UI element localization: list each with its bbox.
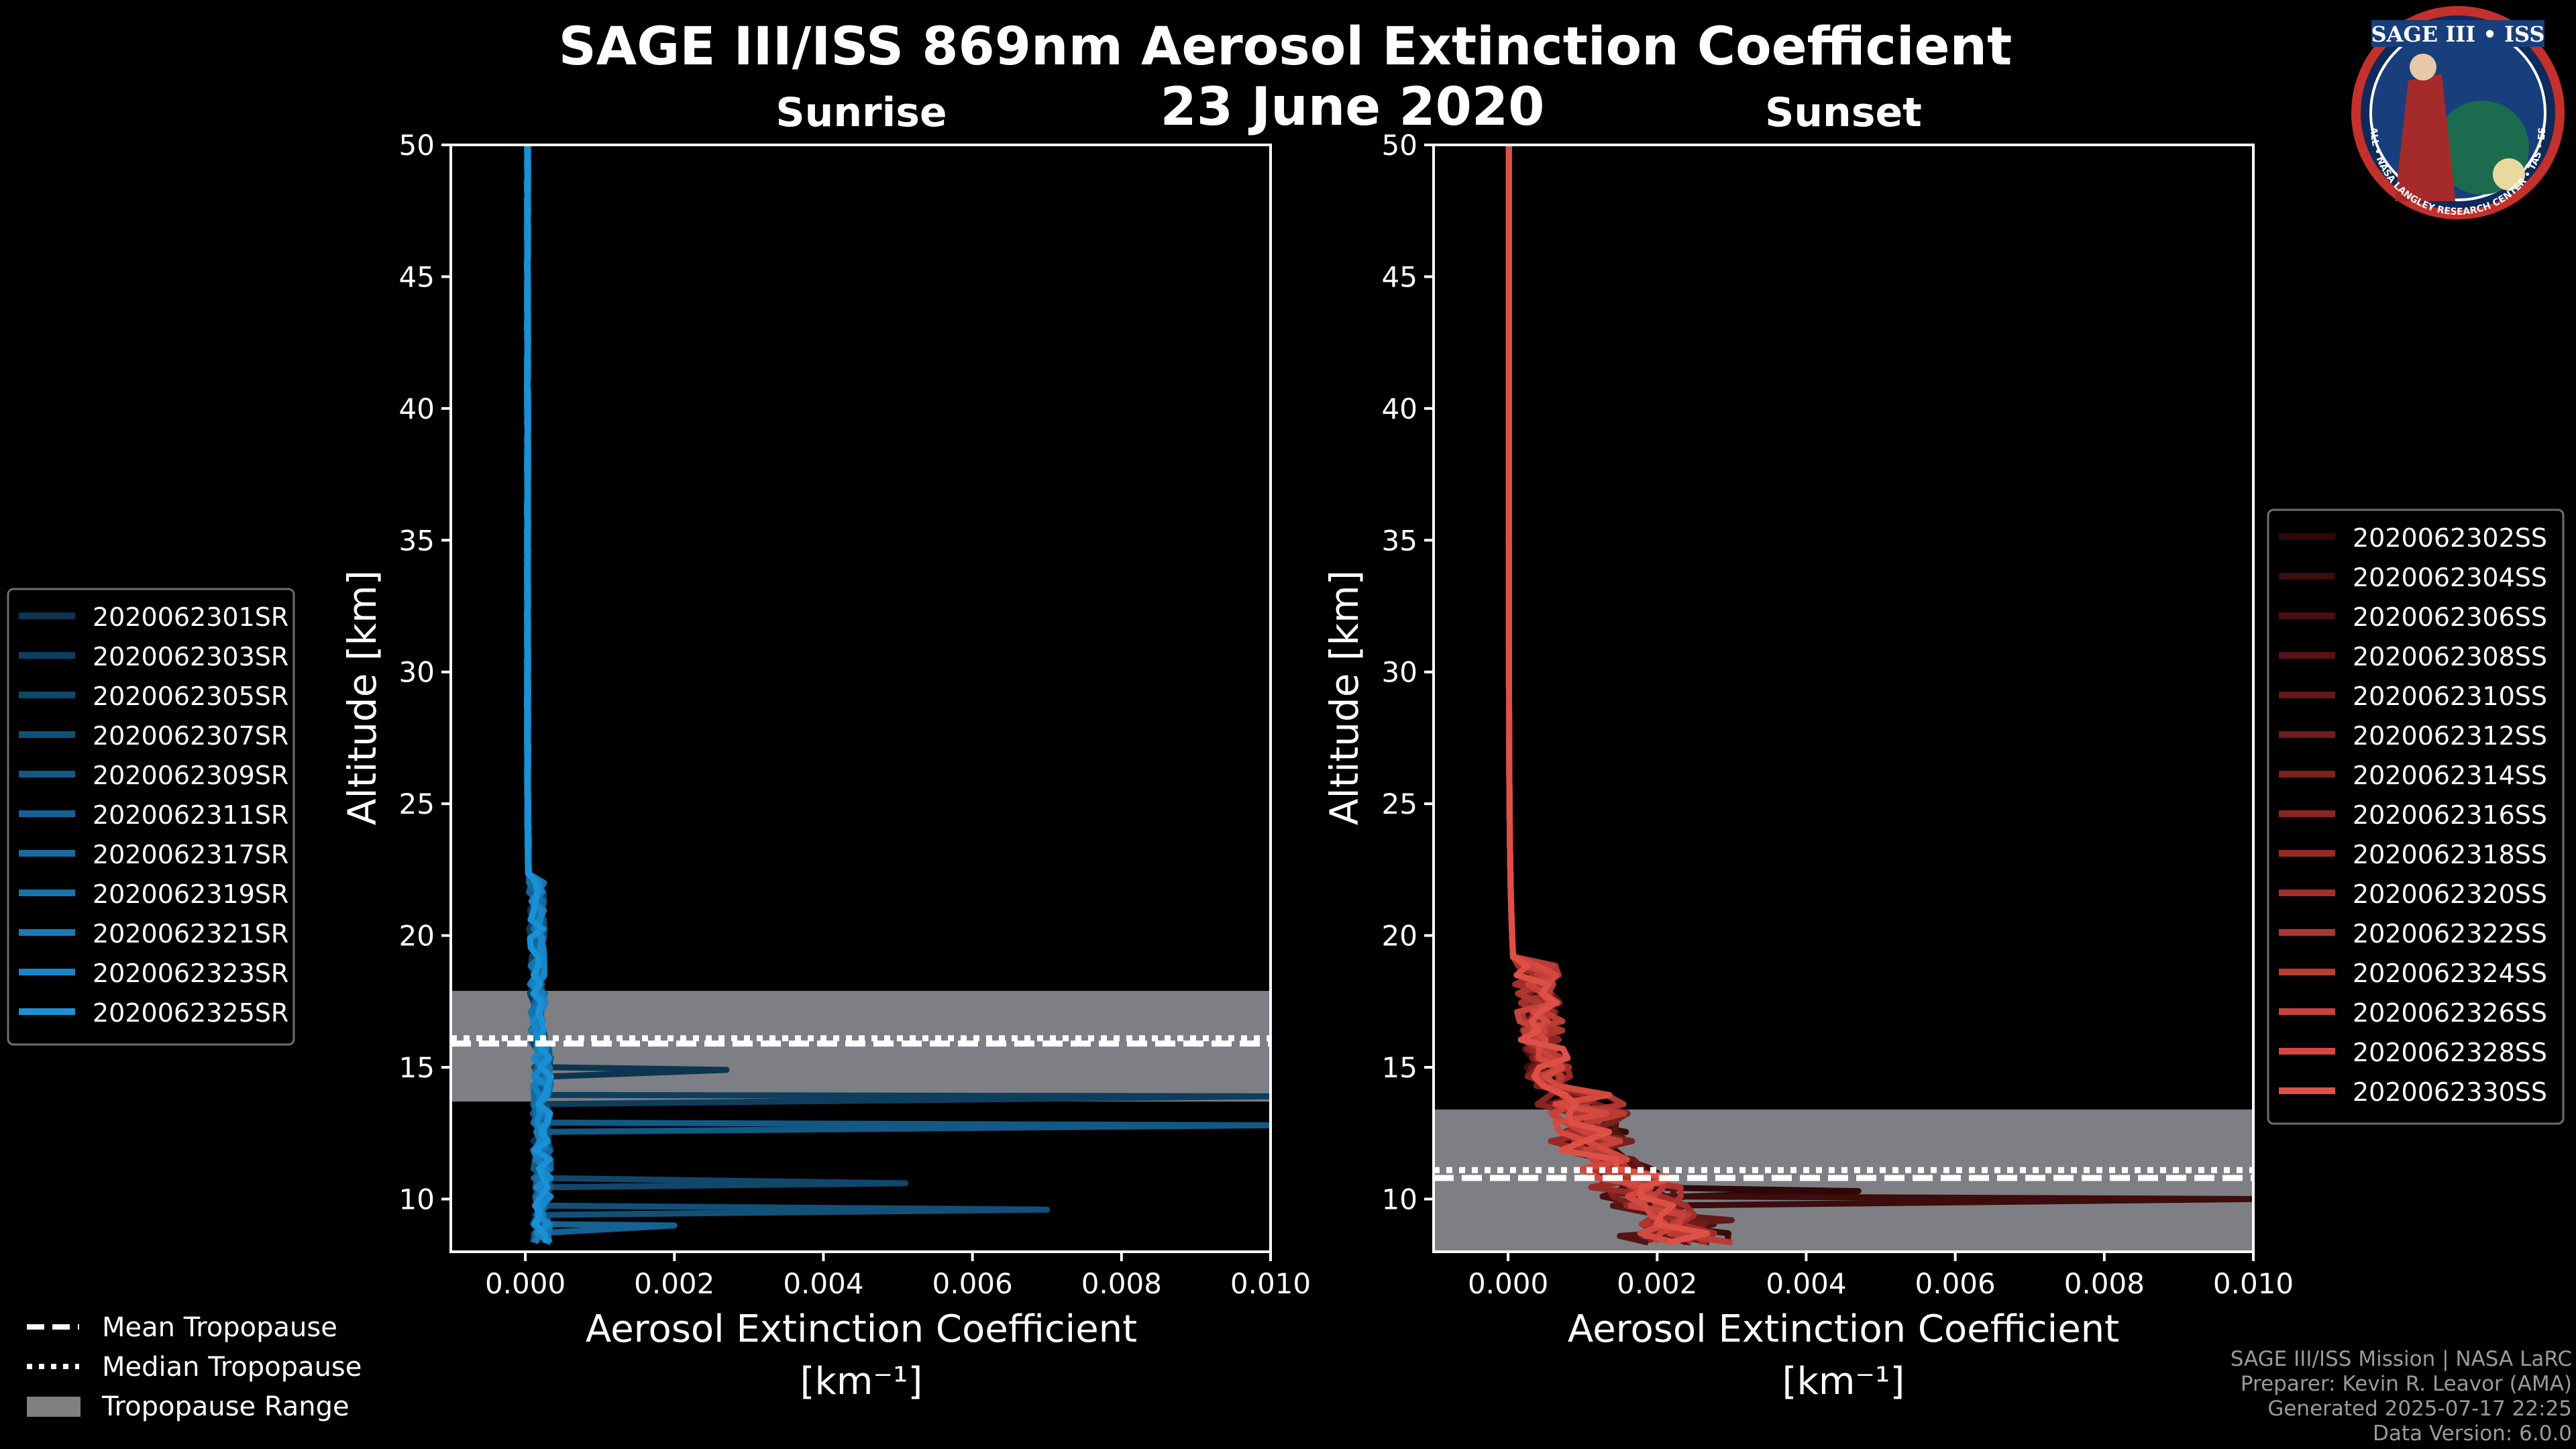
x-tick-label: 0.008 (1081, 1267, 1162, 1300)
y-tick-label: 30 (399, 656, 435, 689)
y-tick-label: 25 (1382, 788, 1417, 820)
legend-label: 2020062308SS (2353, 642, 2547, 672)
logo-text: SAGE III • ISS (2371, 21, 2545, 47)
legend-label: 2020062324SS (2353, 959, 2547, 988)
legend-label: 2020062305SR (93, 682, 288, 711)
credit-line-2: Preparer: Kevin R. Leavor (AMA) (2241, 1372, 2572, 1396)
y-tick-label: 40 (399, 392, 435, 425)
sunset-xlabel-units: [km⁻¹] (1782, 1360, 1905, 1403)
sunrise-panel: Sunrise Altitude [km] Aerosol Extinction… (339, 89, 1311, 1403)
legend-label: 2020062312SS (2353, 721, 2547, 751)
x-tick-label: 0.006 (932, 1267, 1013, 1300)
y-tick-label: 45 (399, 260, 435, 293)
y-tick-label: 20 (1382, 920, 1417, 953)
legend-label: 2020062314SS (2353, 761, 2547, 790)
profile-line-2020062330SS (1505, 145, 1711, 1246)
y-tick-label: 35 (399, 524, 435, 557)
legend-label: 2020062318SS (2353, 840, 2547, 869)
x-tick-label: 0.010 (2213, 1267, 2294, 1300)
legend-label: 2020062328SS (2353, 1038, 2547, 1067)
y-tick-label: 35 (1382, 524, 1417, 557)
y-tick-label: 45 (1382, 260, 1417, 293)
credit-line-4: Data Version: 6.0.0 (2373, 1421, 2572, 1446)
legend-label: 2020062307SR (93, 721, 288, 751)
y-tick-label: 50 (399, 129, 435, 162)
legend-label: 2020062311SR (93, 800, 288, 830)
median-tropopause-label: Median Tropopause (102, 1352, 362, 1383)
sunset-ylabel: Altitude [km] (1322, 570, 1367, 825)
x-tick-label: 0.000 (1468, 1267, 1548, 1300)
tropopause-legend: Mean Tropopause Median Tropopause Tropop… (27, 1312, 362, 1422)
tropopause-range-label: Tropopause Range (101, 1391, 350, 1422)
chart-subtitle: 23 June 2020 (1161, 77, 1545, 138)
chart-title: SAGE III/ISS 869nm Aerosol Extinction Co… (559, 17, 2012, 77)
tropopause-range-swatch (27, 1397, 80, 1417)
profile-line-2020062304SS (1505, 145, 2253, 1243)
y-tick-label: 20 (399, 920, 435, 953)
legend-label: 2020062310SS (2353, 682, 2547, 711)
legend-label: 2020062304SS (2353, 563, 2547, 592)
credit-line-1: SAGE III/ISS Mission | NASA LaRC (2231, 1347, 2572, 1371)
legend-frame (2267, 508, 2565, 1125)
legend-label: 2020062322SS (2353, 919, 2547, 949)
y-tick-label: 10 (399, 1183, 435, 1216)
legend-label: 2020062326SS (2353, 998, 2547, 1028)
legend-label: 2020062319SR (93, 879, 288, 909)
sunrise-title: Sunrise (775, 89, 947, 136)
sunset-xlabel: Aerosol Extinction Coefficient (1568, 1307, 2119, 1351)
sunset-title: Sunset (1765, 89, 1922, 136)
legend-label: 2020062316SS (2353, 800, 2547, 830)
y-tick-label: 40 (1382, 392, 1417, 425)
legend-label: 2020062301SR (93, 602, 288, 632)
legend-label: 2020062303SR (93, 642, 288, 672)
x-tick-label: 0.008 (2064, 1267, 2145, 1300)
axes-frame (449, 144, 1272, 1253)
y-tick-label: 50 (1382, 129, 1417, 162)
legend-label: 2020062302SS (2353, 523, 2547, 553)
sunrise-xlabel-units: [km⁻¹] (800, 1360, 923, 1403)
y-tick-label: 15 (1382, 1051, 1417, 1084)
x-tick-label: 0.000 (485, 1267, 566, 1300)
legend-label: 2020062306SS (2353, 602, 2547, 632)
y-tick-label: 30 (1382, 656, 1417, 689)
y-tick-label: 15 (399, 1051, 435, 1084)
x-tick-label: 0.002 (634, 1267, 714, 1300)
axes-frame (1432, 144, 2255, 1253)
sunrise-legend: 2020062301SR 2020062303SR 2020062305SR 2020… (7, 588, 295, 1046)
legend-label: 2020062309SR (93, 761, 288, 790)
credits: SAGE III/ISS Mission | NASA LaRC Prepare… (2231, 1347, 2572, 1446)
sunrise-ylabel: Altitude [km] (339, 570, 385, 825)
x-tick-label: 0.004 (783, 1267, 863, 1300)
legend-label: 2020062325SR (93, 998, 288, 1028)
sunrise-xlabel: Aerosol Extinction Coefficient (586, 1307, 1137, 1351)
sunset-panel: Sunset Altitude [km] Aerosol Extinction … (1322, 89, 2294, 1403)
legend-label: 2020062320SS (2353, 879, 2547, 909)
x-tick-label: 0.004 (1766, 1267, 1846, 1300)
legend-label: 2020062323SR (93, 959, 288, 988)
y-tick-label: 25 (399, 788, 435, 820)
y-tick-label: 10 (1382, 1183, 1417, 1216)
legend-label: 2020062330SS (2353, 1077, 2547, 1107)
mean-tropopause-label: Mean Tropopause (102, 1312, 337, 1343)
x-tick-label: 0.006 (1915, 1267, 1996, 1300)
sunset-legend: 2020062302SS 2020062304SS 2020062306SS 2020… (2267, 508, 2565, 1125)
x-tick-label: 0.002 (1617, 1267, 1697, 1300)
credit-line-3: Generated 2025-07-17 22:25 (2267, 1397, 2572, 1421)
legend-frame (7, 588, 295, 1046)
profile-line-2020062325SR (524, 145, 554, 1244)
x-tick-label: 0.010 (1230, 1267, 1311, 1300)
legend-label: 2020062321SR (93, 919, 288, 949)
legend-label: 2020062317SR (93, 840, 288, 869)
